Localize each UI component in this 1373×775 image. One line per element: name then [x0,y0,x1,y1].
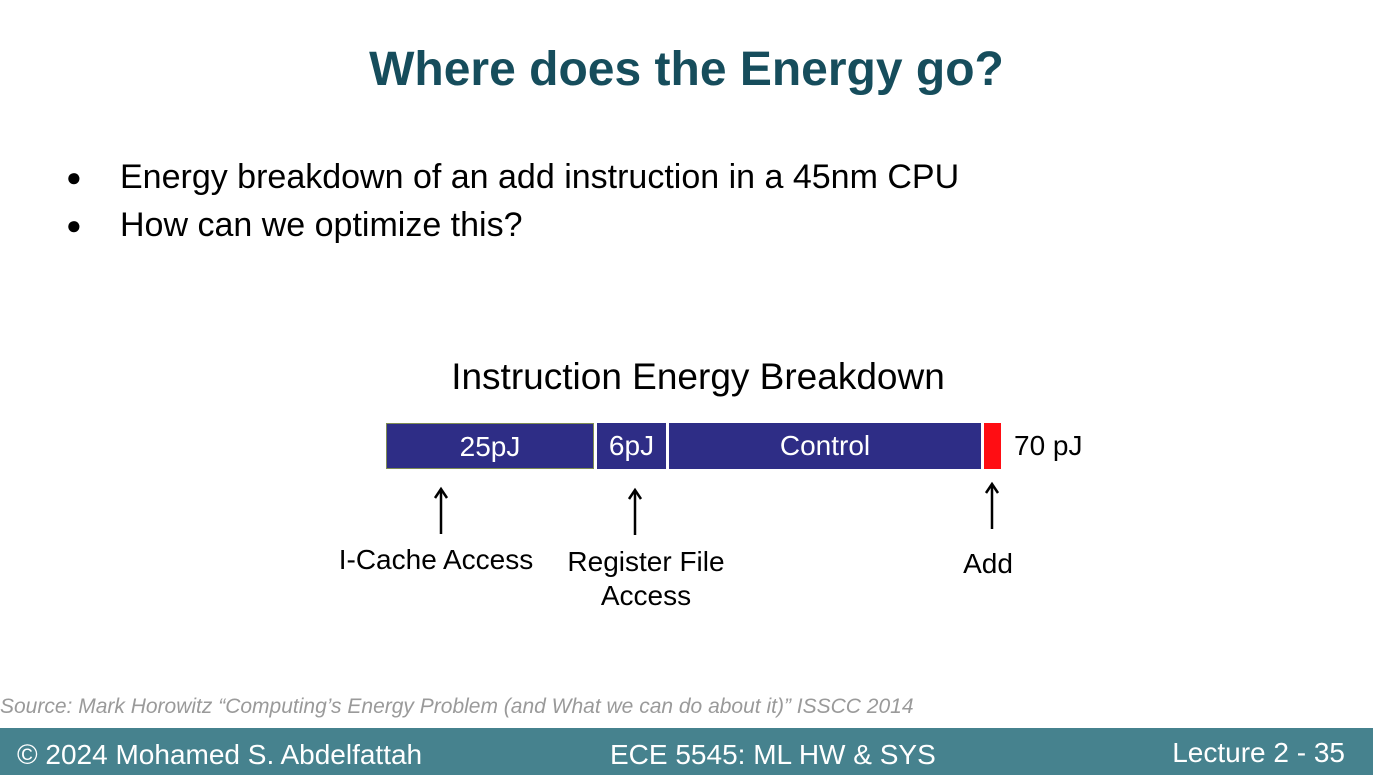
diagram-title: Instruction Energy Breakdown [451,356,945,397]
callout-line: Add [963,548,1013,579]
bullet-item: ● How can we optimize this? [62,201,959,249]
control-energy-segment: Control [669,423,981,469]
footer-slide-number: Lecture 2 - 35 [1172,737,1345,768]
add-energy-segment [984,423,1001,469]
add-label: Add [928,547,1048,581]
slide-title: Where does the Energy go? [369,43,1004,96]
bullet-icon: ● [66,210,82,240]
up-arrow-icon [977,481,1007,531]
source-citation: Source: Mark Horowitz “Computing’s Energ… [0,695,914,718]
footer-course: ECE 5545: ML HW & SYS [610,739,936,770]
callout-line: Access [600,580,692,611]
callout-line: Register File [567,546,725,577]
bullet-text: Energy breakdown of an add instruction i… [120,158,960,196]
bullet-item: ● Energy breakdown of an add instruction… [62,153,959,201]
register-file-access-label: Register File Access [546,545,746,613]
up-arrow-icon [620,487,650,537]
total-energy-label: 70 pJ [1014,430,1083,461]
footer-copyright: © 2024 Mohamed S. Abdelfattah [17,739,423,770]
register-file-energy-segment: 6pJ [597,423,666,469]
icache-energy-segment: 25pJ [386,423,594,469]
footer-bar: © 2024 Mohamed S. Abdelfattah ECE 5545: … [0,728,1373,775]
bullet-icon: ● [66,162,82,192]
up-arrow-icon [426,486,456,536]
icache-access-label: I-Cache Access [316,543,556,577]
bullet-list: ● Energy breakdown of an add instruction… [62,153,959,249]
callout-line: I-Cache Access [338,544,534,575]
bullet-text: How can we optimize this? [120,206,523,244]
